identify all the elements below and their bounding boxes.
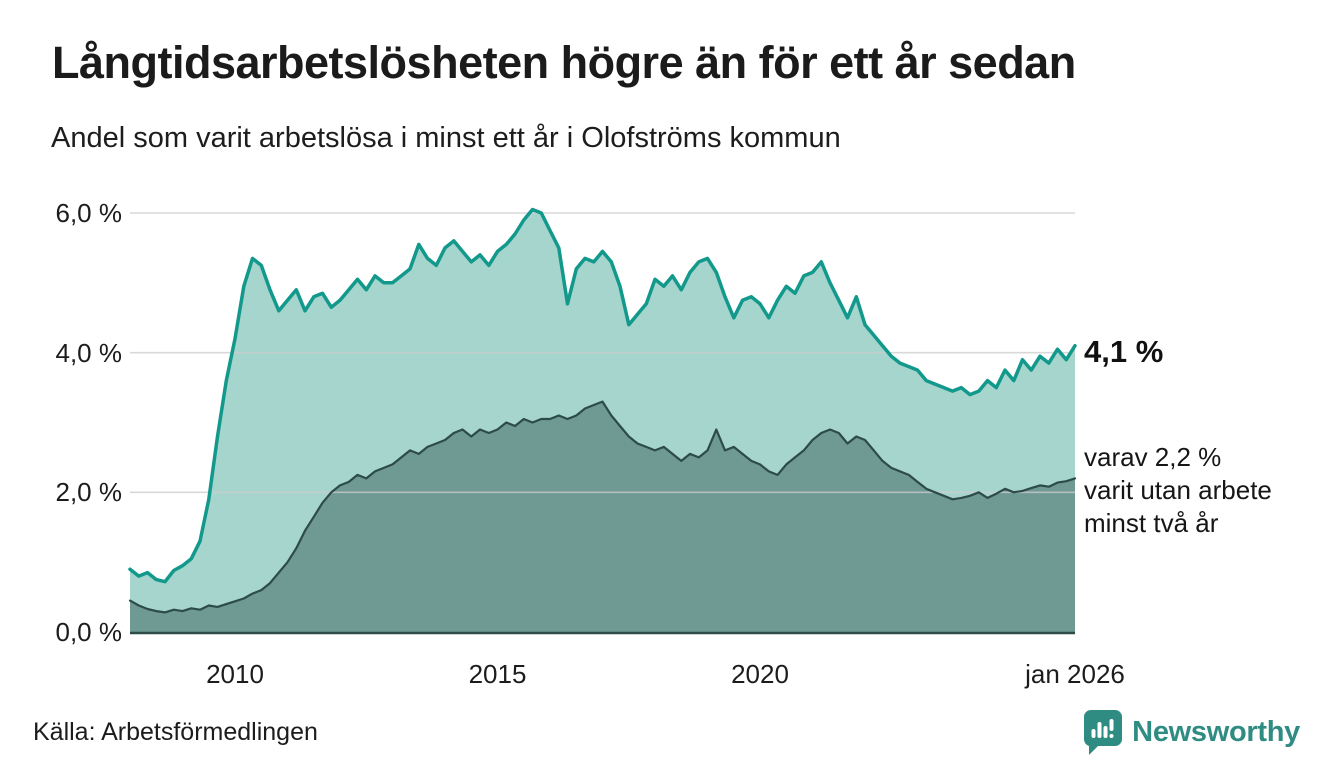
y-tick-label: 6,0 % xyxy=(55,198,123,228)
latest-value-annotation: 4,1 % xyxy=(1084,334,1164,369)
secondary-annotation-line: varav 2,2 % xyxy=(1084,442,1222,472)
x-tick-label: 2020 xyxy=(731,659,789,689)
secondary-annotation-line: varit utan arbete xyxy=(1084,475,1272,505)
page-title: Långtidsarbetslösheten högre än för ett … xyxy=(52,37,1076,88)
secondary-annotation-line: minst två år xyxy=(1084,508,1219,538)
y-tick-label: 2,0 % xyxy=(55,477,123,508)
x-tick-label: 2015 xyxy=(468,659,527,689)
x-tick-label: 2010 xyxy=(206,659,264,689)
newsworthy-wordmark: Newsworthy xyxy=(1132,715,1300,748)
secondary-value-annotation: varav 2,2 % varit utan arbete minst två … xyxy=(1084,441,1272,540)
source-note: Källa: Arbetsförmedlingen xyxy=(33,718,318,746)
bar-chart-speech-bubble-icon xyxy=(1084,710,1123,755)
newsworthy-logo: Newsworthy xyxy=(1083,708,1300,756)
y-tick-label: 4,0 % xyxy=(55,337,123,368)
x-tick-label: jan 2026 xyxy=(1025,659,1125,689)
y-tick-label: 0,0 % xyxy=(55,617,123,647)
chart-subtitle: Andel som varit arbetslösa i minst ett å… xyxy=(51,122,841,154)
